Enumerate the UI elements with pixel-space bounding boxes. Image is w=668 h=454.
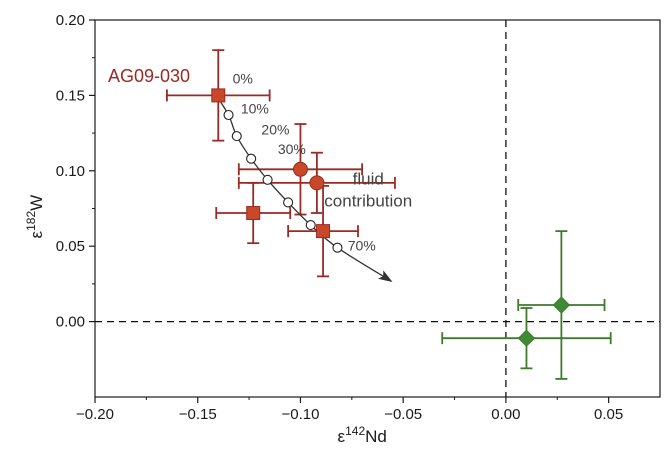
mixing-model-point [231,131,242,142]
y-tick-label: 0.10 [56,163,85,180]
circle-point [309,175,325,191]
mixing-percent-label: 30% [278,141,306,157]
mixing-model-point [223,109,234,121]
mixing-model-point [332,242,343,253]
x-tick-label: −0.15 [179,406,217,423]
x-tick-label: −0.10 [281,406,319,423]
x-tick-label: 0.05 [594,406,623,423]
sample-label: AG09-030 [108,66,190,86]
mixing-model-point [246,153,257,164]
mixing-model-point [305,220,316,231]
diamond-point [552,296,571,314]
mixing-percent-label: 20% [261,122,289,138]
x-tick-label: −0.20 [76,406,114,423]
x-tick-label: 0.00 [491,406,520,423]
mixing-percent-label: 0% [233,70,253,86]
x-axis-label: ε142Nd [338,424,387,446]
y-tick-label: 0.15 [56,87,85,104]
mixing-model-point [262,174,273,185]
diamond-point [517,329,536,347]
mixing-percent-label: 10% [241,100,269,116]
y-tick-label: 0.05 [56,238,85,255]
y-axis-label: ε182W [24,195,46,239]
mixing-model-point [283,197,294,208]
x-tick-label: −0.05 [384,406,422,423]
square-point [246,206,261,221]
fluid-contribution-label: fluid contribution [324,169,412,210]
square-point [316,224,331,239]
y-tick-label: 0.20 [56,12,85,29]
square-point [211,88,226,103]
y-tick-label: 0.00 [56,314,85,331]
circle-point [292,161,308,177]
mixing-percent-label: 70% [348,238,376,254]
